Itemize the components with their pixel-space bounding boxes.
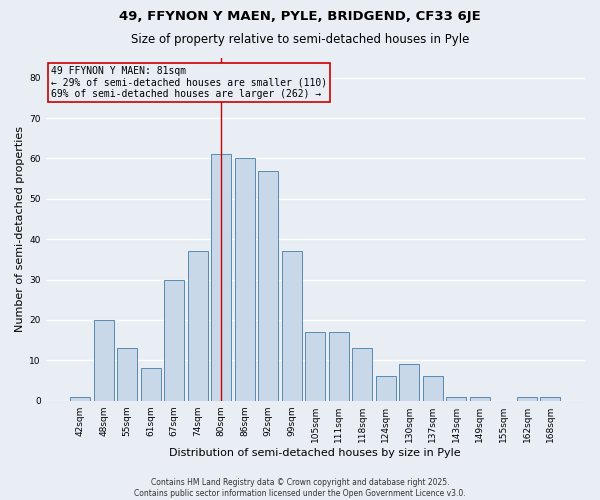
Bar [305, 332, 325, 400]
Bar [541, 396, 560, 400]
Bar [470, 396, 490, 400]
Text: 49, FFYNON Y MAEN, PYLE, BRIDGEND, CF33 6JE: 49, FFYNON Y MAEN, PYLE, BRIDGEND, CF33 … [119, 10, 481, 23]
Bar [188, 252, 208, 400]
Bar [329, 332, 349, 400]
Bar [352, 348, 373, 401]
Bar [164, 280, 184, 400]
Bar [400, 364, 419, 400]
Bar [211, 154, 231, 400]
Text: Size of property relative to semi-detached houses in Pyle: Size of property relative to semi-detach… [131, 32, 469, 46]
Bar [94, 320, 113, 400]
Y-axis label: Number of semi-detached properties: Number of semi-detached properties [15, 126, 25, 332]
Text: 49 FFYNON Y MAEN: 81sqm
← 29% of semi-detached houses are smaller (110)
69% of s: 49 FFYNON Y MAEN: 81sqm ← 29% of semi-de… [51, 66, 327, 100]
Bar [258, 170, 278, 400]
X-axis label: Distribution of semi-detached houses by size in Pyle: Distribution of semi-detached houses by … [169, 448, 461, 458]
Bar [70, 396, 90, 400]
Bar [423, 376, 443, 400]
Bar [446, 396, 466, 400]
Bar [140, 368, 161, 400]
Bar [282, 252, 302, 400]
Bar [376, 376, 396, 400]
Text: Contains HM Land Registry data © Crown copyright and database right 2025.
Contai: Contains HM Land Registry data © Crown c… [134, 478, 466, 498]
Bar [117, 348, 137, 401]
Bar [235, 158, 254, 400]
Bar [517, 396, 537, 400]
